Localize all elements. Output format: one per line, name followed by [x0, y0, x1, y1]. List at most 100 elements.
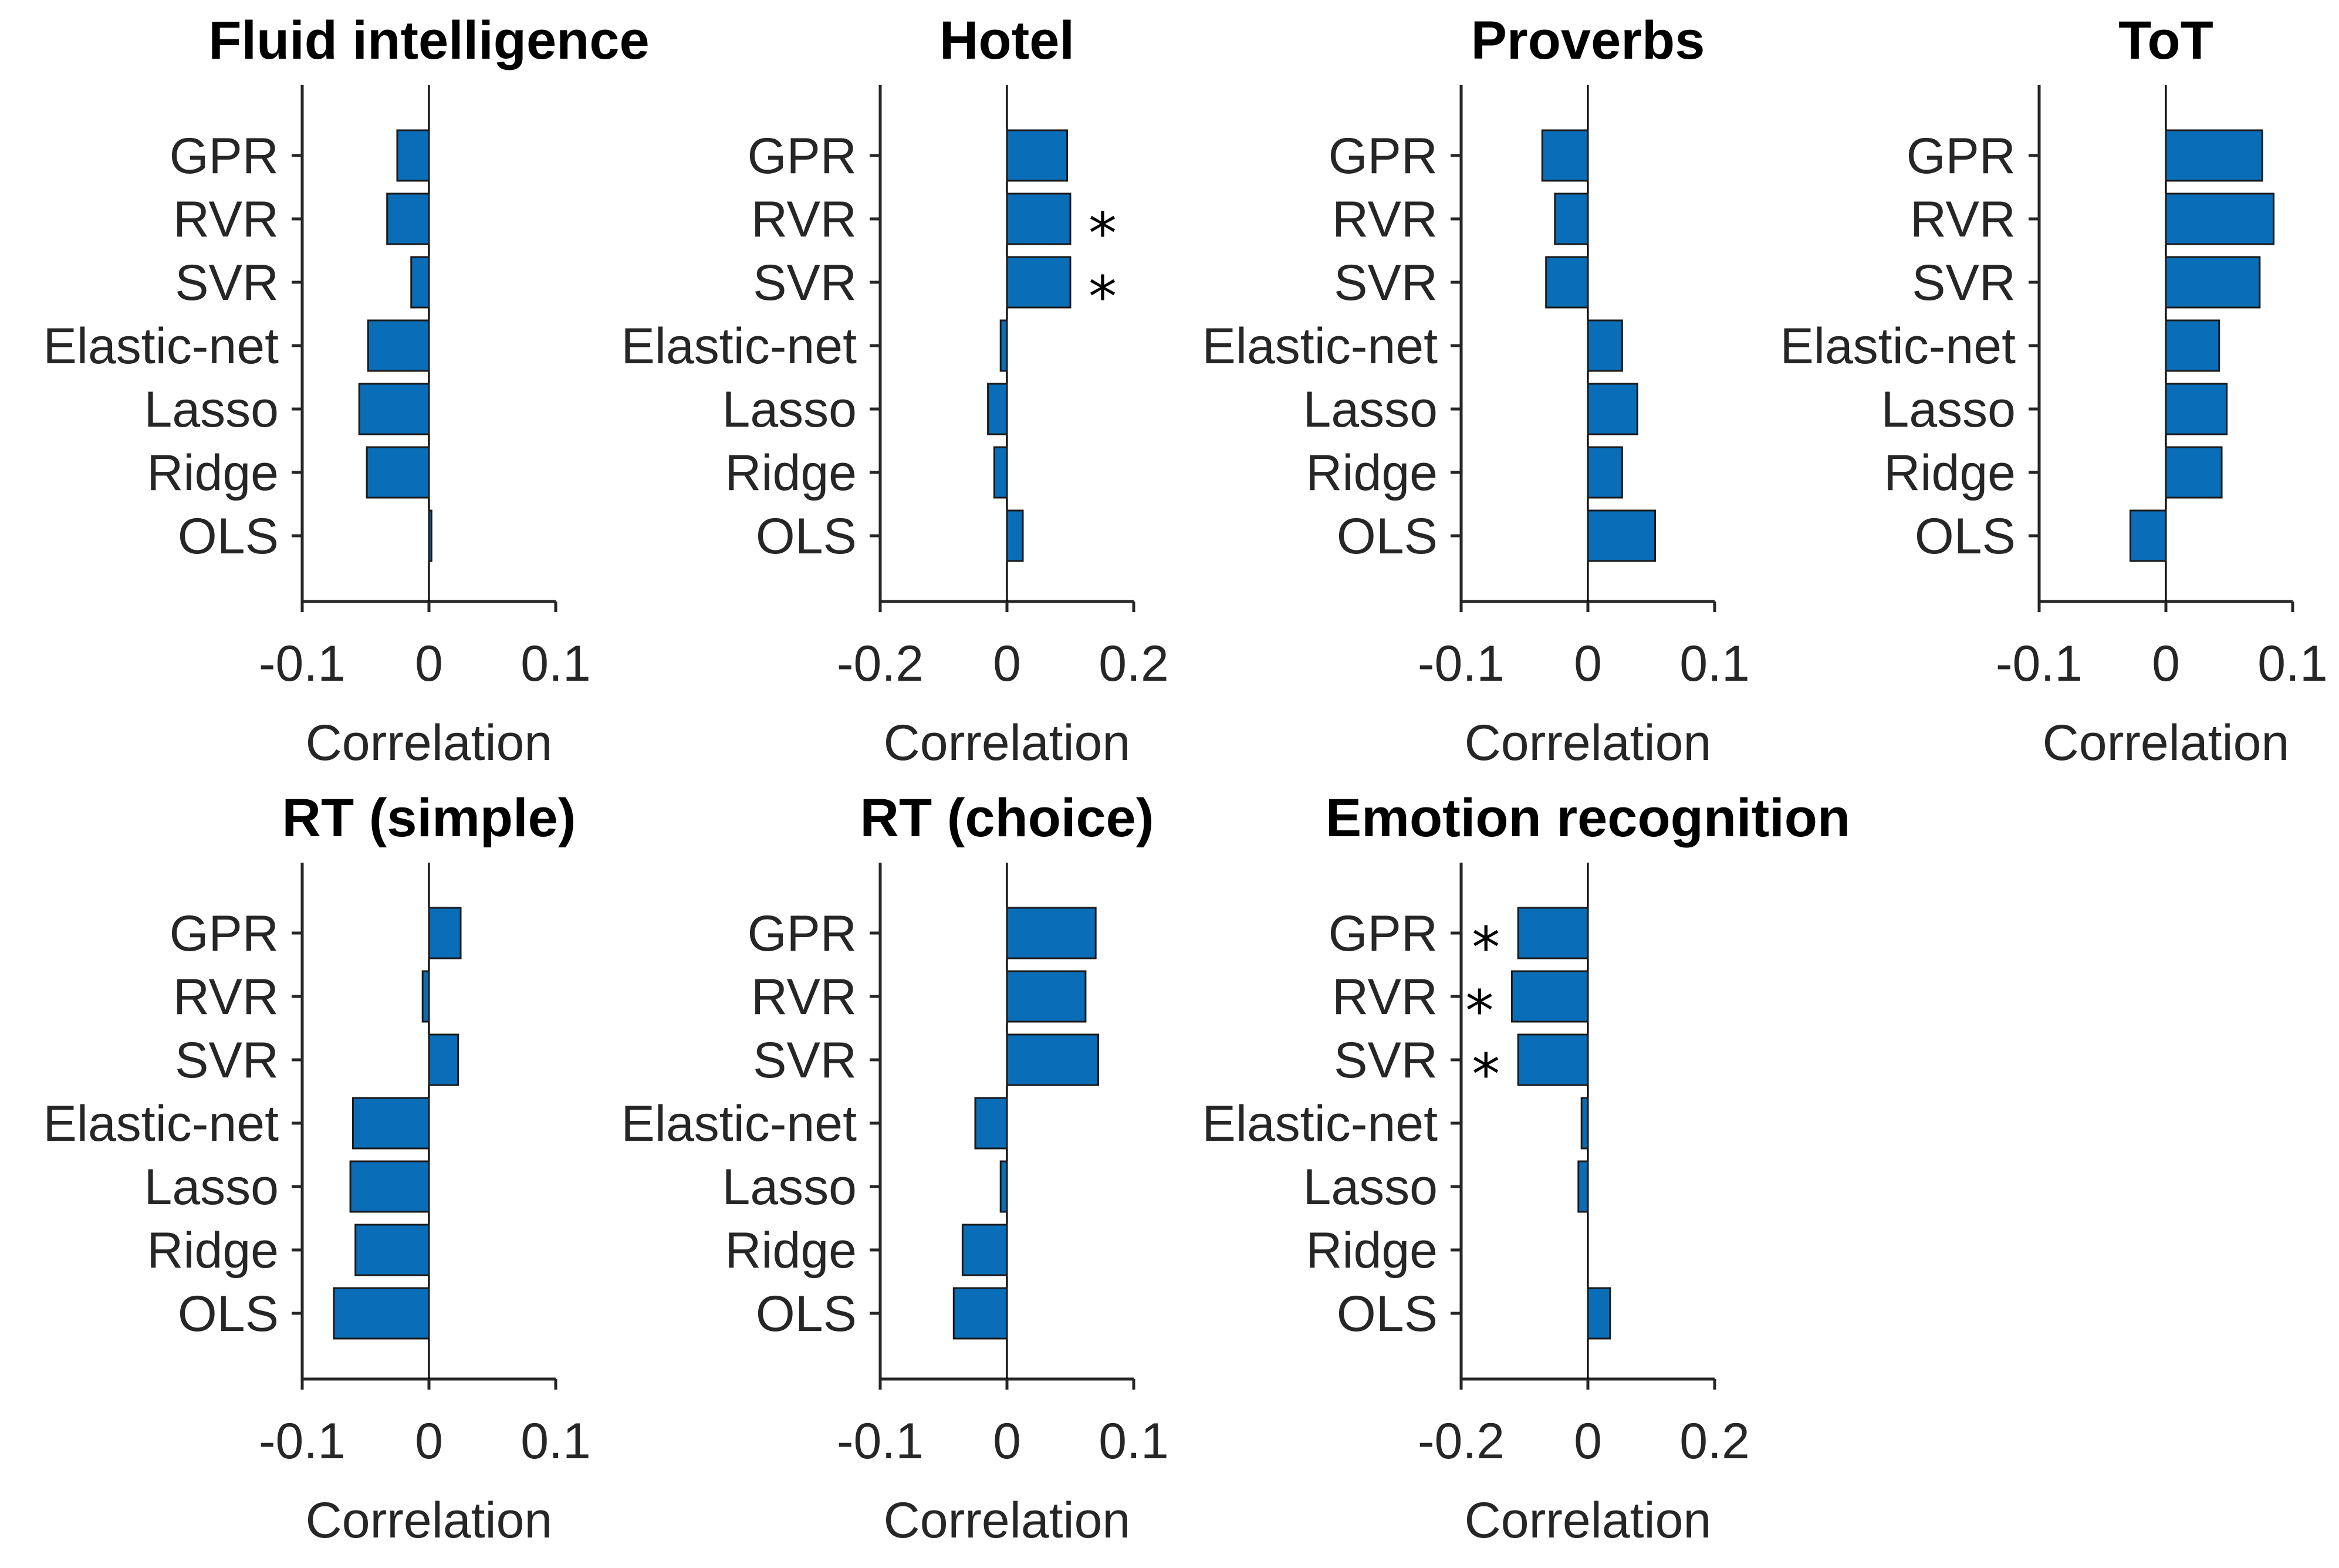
bar-svr — [1517, 1033, 1589, 1086]
bar-gpr — [396, 129, 430, 182]
bar-ols — [1587, 1287, 1611, 1340]
bar-ols — [1006, 509, 1024, 562]
category-label-ols: OLS — [756, 1286, 857, 1342]
x-tick-label: 0.1 — [2257, 636, 2328, 692]
category-label-lasso: Lasso — [1303, 1159, 1438, 1215]
category-label-lasso: Lasso — [722, 381, 857, 438]
category-label-elastic-net: Elastic-net — [1202, 318, 1438, 374]
panel-rt-simple: RT (simple) -0.1 0 0.1 Correlation GPR RVR SVR E… — [43, 788, 591, 1549]
bar-ridge — [366, 446, 430, 499]
bar-lasso — [999, 1160, 1008, 1213]
bar-elastic-net — [999, 319, 1008, 372]
bar-rvr — [1510, 970, 1589, 1023]
x-tick-label: 0.1 — [520, 1413, 591, 1469]
category-label-elastic-net: Elastic-net — [1780, 318, 2016, 374]
category-label-elastic-net: Elastic-net — [621, 318, 857, 374]
bar-elastic-net — [2165, 319, 2220, 372]
category-label-ols: OLS — [1915, 508, 2016, 565]
x-axis-label: Correlation — [2043, 715, 2290, 771]
bar-elastic-net — [1587, 319, 1623, 372]
panel-fluid-intelligence: Fluid intelligence -0.1 0 0.1 Correlation GPR… — [43, 11, 650, 771]
category-label-lasso: Lasso — [144, 1159, 279, 1215]
significance-marker: * — [1089, 201, 1117, 266]
category-label-ridge: Ridge — [1306, 1222, 1438, 1279]
bar-lasso — [349, 1160, 430, 1213]
bar-svr — [410, 256, 430, 309]
bar-rvr — [2165, 192, 2275, 245]
bar-rvr — [1006, 192, 1072, 245]
category-label-rvr: RVR — [751, 969, 857, 1025]
significance-marker: * — [1472, 915, 1500, 981]
category-label-ridge: Ridge — [1884, 445, 2016, 501]
x-tick-label: 0 — [993, 1413, 1021, 1469]
category-label-rvr: RVR — [1332, 191, 1438, 248]
x-tick-label: -0.1 — [837, 1413, 924, 1469]
x-tick-label: -0.1 — [259, 1413, 346, 1469]
category-label-ols: OLS — [1337, 1286, 1438, 1342]
bar-svr — [2165, 256, 2261, 309]
bar-ols — [1587, 509, 1656, 562]
category-label-ols: OLS — [178, 1286, 279, 1342]
bar-ridge — [993, 446, 1008, 499]
x-tick-label: 0 — [993, 636, 1021, 692]
x-tick-label: -0.2 — [1418, 1413, 1505, 1469]
panel-rt-choice: RT (choice) -0.1 0 0.1 Correlation GPR RVR SVR E… — [621, 788, 1169, 1549]
category-label-lasso: Lasso — [1881, 381, 2016, 438]
bar-gpr — [428, 907, 462, 959]
category-label-rvr: RVR — [1332, 969, 1438, 1025]
bar-ridge — [961, 1224, 1008, 1276]
bar-ridge — [354, 1224, 430, 1276]
x-tick-label: 0 — [1574, 636, 1602, 692]
category-label-ols: OLS — [178, 508, 279, 565]
bar-ridge — [2165, 446, 2223, 499]
category-label-lasso: Lasso — [1303, 381, 1438, 438]
category-label-ols: OLS — [1337, 508, 1438, 565]
bar-svr — [1545, 256, 1589, 309]
panel-title: Fluid intelligence — [208, 11, 649, 70]
bar-elastic-net — [1580, 1097, 1589, 1150]
x-tick-label: -0.2 — [837, 636, 924, 692]
category-label-svr: SVR — [753, 255, 857, 311]
x-tick-label: 0.1 — [1679, 636, 1750, 692]
category-label-elastic-net: Elastic-net — [1202, 1096, 1438, 1152]
x-tick-label: 0 — [1574, 1413, 1602, 1469]
x-axis-label: Correlation — [1465, 1492, 1712, 1549]
bar-gpr — [1006, 907, 1097, 959]
category-label-lasso: Lasso — [144, 381, 279, 438]
category-label-svr: SVR — [175, 255, 279, 311]
bar-ols — [333, 1287, 430, 1340]
bar-lasso — [987, 383, 1008, 435]
bar-ols — [2130, 509, 2167, 562]
category-label-gpr: GPR — [170, 128, 279, 184]
x-tick-label: -0.1 — [1418, 636, 1505, 692]
x-tick-label: 0 — [415, 636, 443, 692]
bar-rvr — [1006, 970, 1087, 1023]
bar-lasso — [2165, 383, 2228, 435]
category-label-ridge: Ridge — [147, 1222, 279, 1279]
bar-gpr — [2165, 129, 2263, 182]
panel-title: Hotel — [939, 11, 1074, 70]
category-label-gpr: GPR — [1329, 128, 1438, 184]
significance-marker: * — [1472, 1042, 1500, 1107]
x-axis-label: Correlation — [884, 715, 1131, 771]
category-label-ridge: Ridge — [725, 445, 857, 501]
x-tick-label: 0 — [2152, 636, 2180, 692]
category-label-rvr: RVR — [1910, 191, 2016, 248]
category-label-gpr: GPR — [748, 905, 857, 962]
bar-elastic-net — [367, 319, 430, 372]
bar-gpr — [1517, 907, 1589, 959]
category-label-lasso: Lasso — [722, 1159, 857, 1215]
bar-lasso — [358, 383, 430, 435]
category-label-ridge: Ridge — [725, 1222, 857, 1279]
bar-rvr — [421, 970, 430, 1023]
category-label-ridge: Ridge — [147, 445, 279, 501]
bar-gpr — [1541, 129, 1589, 182]
panel-title: RT (choice) — [860, 788, 1154, 848]
bar-svr — [1006, 256, 1072, 309]
category-label-gpr: GPR — [170, 905, 279, 962]
panel-emotion-recognition: Emotion recognition -0.2 0 0.2 Correlation GP… — [1202, 788, 1851, 1549]
significance-marker: * — [1465, 978, 1493, 1044]
category-label-gpr: GPR — [1907, 128, 2016, 184]
category-label-svr: SVR — [1912, 255, 2016, 311]
